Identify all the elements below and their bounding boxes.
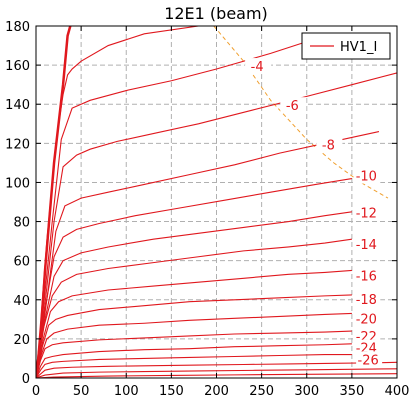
contour-line	[36, 26, 204, 378]
x-tick-label: 50	[73, 384, 90, 399]
curve-labels: -4-6-8-10-12-14-16-18-20-22-24-26	[245, 58, 383, 368]
contour-line	[36, 131, 380, 378]
x-tick-label: 200	[204, 384, 229, 399]
curve-label-bg	[354, 204, 381, 221]
contour-line	[36, 353, 352, 378]
x-tick-label: 250	[249, 384, 274, 399]
x-tick-label: 100	[114, 384, 139, 399]
contour-line	[36, 312, 352, 378]
axes	[35, 25, 398, 379]
contour-line	[36, 41, 307, 378]
y-tick-label: 40	[13, 294, 30, 309]
y-tick-label: 120	[5, 137, 30, 152]
contour-line	[36, 330, 352, 378]
y-tick-label: 20	[13, 333, 30, 348]
curve-label-bg	[354, 236, 381, 253]
contour-line	[36, 368, 397, 378]
y-tick-label: 100	[5, 176, 30, 191]
curve-label-bg	[354, 310, 381, 327]
x-tick-label: 400	[385, 384, 410, 399]
x-tick-label: 300	[294, 384, 319, 399]
contour-line	[36, 343, 352, 378]
curve-label: -4	[251, 60, 264, 75]
y-tick-label: 80	[13, 216, 30, 231]
grid	[36, 26, 397, 378]
curve-label: -14	[356, 238, 377, 253]
y-tick-label: 160	[5, 59, 30, 74]
contour-line	[36, 269, 352, 378]
curve-label: -20	[356, 312, 377, 327]
curve-label-bg	[354, 167, 381, 184]
curve-label-bg	[354, 267, 381, 284]
curve-label-bg	[356, 351, 383, 368]
curve-label: -8	[322, 138, 335, 153]
contour-line	[36, 361, 397, 378]
contour-line	[36, 294, 352, 378]
x-tick-label: 350	[339, 384, 364, 399]
curve-label: -6	[286, 99, 299, 114]
curve-label: -18	[356, 293, 377, 308]
curve-label-bg	[316, 136, 343, 153]
chart-title: 12E1 (beam)	[164, 4, 268, 23]
contour-line	[36, 72, 397, 378]
curve-label-bg	[245, 58, 272, 75]
curve-label: -10	[356, 170, 377, 185]
x-tick-label: 0	[32, 384, 40, 399]
y-tick-label: 60	[13, 255, 30, 270]
curve-label: -16	[356, 269, 377, 284]
x-tick-label: 150	[159, 384, 184, 399]
legend: HV1_I	[301, 32, 391, 60]
legend-entry: HV1_I	[340, 40, 377, 55]
y-tick-label: 140	[5, 98, 30, 113]
tick-labels: 0 50 100 150 200 250 300 350 400 0 20 40 60 80 100 120 1…	[5, 20, 409, 399]
contour-line	[36, 211, 352, 378]
contour-line	[36, 238, 352, 378]
contour-line	[36, 177, 352, 378]
y-tick-label: 0	[22, 372, 30, 387]
y-tick-label: 180	[5, 20, 30, 35]
curve-label-bg	[354, 290, 381, 307]
curve-label: -12	[356, 207, 377, 222]
curve-label: -26	[358, 353, 379, 368]
curve-label-bg	[280, 97, 307, 114]
